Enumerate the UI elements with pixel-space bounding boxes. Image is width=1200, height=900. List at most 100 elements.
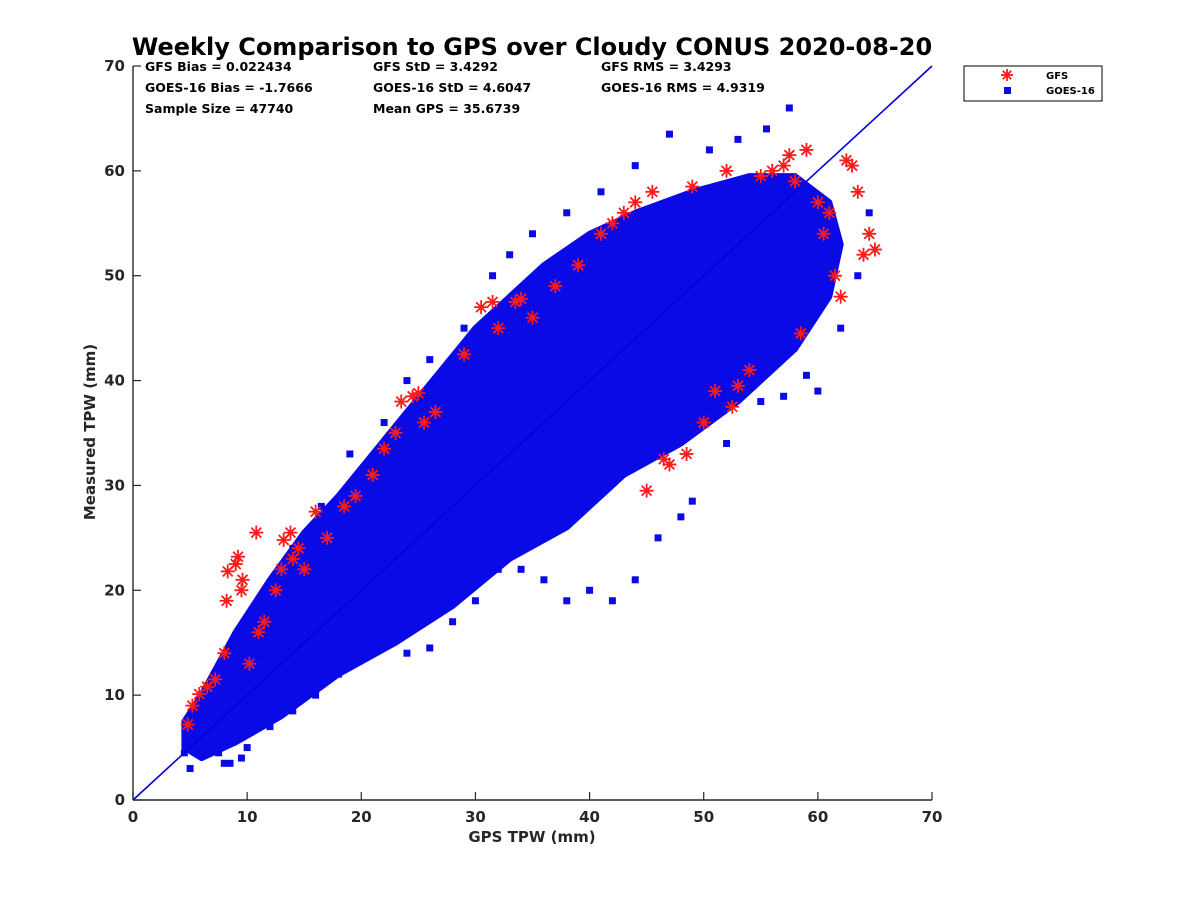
x-axis-label: GPS TPW (mm) <box>468 828 595 846</box>
gfs-point <box>822 205 837 220</box>
x-axis-ticks: 0 10 20 30 40 50 60 70 <box>128 792 942 826</box>
goes16-point <box>654 534 662 542</box>
gfs-point <box>274 562 289 577</box>
goes16-point <box>403 649 411 657</box>
goes16-point <box>785 104 793 112</box>
gfs-point <box>685 179 700 194</box>
gfs-point <box>457 347 472 362</box>
gfs-point <box>365 467 380 482</box>
gfs-point <box>428 405 443 420</box>
goes16-point <box>688 497 696 505</box>
gfs-point <box>793 326 808 341</box>
y-tick-label: 30 <box>104 476 125 494</box>
gfs-point <box>856 247 871 262</box>
gfs-point <box>742 363 757 378</box>
gfs-point <box>776 158 791 173</box>
goes16-point <box>317 502 325 510</box>
gfs-point <box>234 583 249 598</box>
gfs-point <box>719 163 734 178</box>
legend-gfs-asterisk <box>1001 69 1013 81</box>
gfs-point <box>208 672 223 687</box>
y-axis-label: Measured TPW (mm) <box>81 344 99 520</box>
gfs-point <box>308 504 323 519</box>
x-tick-label: 20 <box>351 808 372 826</box>
y-tick-label: 0 <box>115 791 125 809</box>
legend-goes16-marker <box>1004 87 1011 94</box>
goes16-point <box>631 576 639 584</box>
gfs-point <box>200 679 215 694</box>
x-tick-label: 50 <box>693 808 714 826</box>
goes16-point <box>192 744 200 752</box>
gfs-point <box>348 488 363 503</box>
goes16-point <box>506 251 514 259</box>
goes16-point <box>237 754 245 762</box>
legend-goes16-label: GOES-16 <box>1046 86 1095 97</box>
stat-gfs-std: GFS StD = 3.4292 <box>373 59 498 74</box>
goes16-point <box>220 759 228 767</box>
goes16-point <box>677 513 685 521</box>
goes16-point <box>357 654 365 662</box>
gfs-point <box>485 294 500 309</box>
goes16-point <box>494 565 502 573</box>
gfs-point <box>782 148 797 163</box>
goes16-point <box>529 230 536 238</box>
goes16-point <box>705 146 713 154</box>
gfs-point <box>235 572 250 587</box>
gfs-point <box>867 242 882 257</box>
goes16-point <box>215 749 223 757</box>
goes16-point <box>780 392 788 400</box>
goes16-point <box>186 765 194 773</box>
goes16-point <box>471 597 479 605</box>
gfs-point <box>816 226 831 241</box>
legend-box <box>963 65 1103 102</box>
goes16-point <box>608 597 616 605</box>
stat-goes-std: GOES-16 StD = 4.6047 <box>373 80 531 95</box>
goes16-point <box>631 162 639 170</box>
goes16-point <box>563 597 571 605</box>
goes16-point <box>289 707 297 715</box>
gfs-point <box>708 384 723 399</box>
gfs-point <box>571 258 586 273</box>
x-tick-label: 30 <box>465 808 486 826</box>
x-tick-label: 0 <box>128 808 138 826</box>
gfs-point <box>605 216 620 231</box>
goes16-point <box>814 387 822 395</box>
gfs-point <box>377 441 392 456</box>
legend-gfs-label: GFS <box>1046 71 1068 82</box>
gfs-point <box>417 415 432 430</box>
goes16-point <box>380 419 388 427</box>
gfs-point <box>845 158 860 173</box>
gfs-point <box>320 530 335 545</box>
legend: GFS GOES-16 <box>963 65 1103 102</box>
gfs-point <box>474 300 489 315</box>
goes16-point <box>209 681 217 689</box>
goes16-point <box>346 450 354 458</box>
gfs-point <box>291 541 306 556</box>
gfs-point <box>388 426 403 440</box>
goes16-point <box>757 398 765 406</box>
goes16-point <box>403 377 411 385</box>
stat-mean-gps: Mean GPS = 35.6739 <box>373 101 520 116</box>
gfs-point <box>217 646 232 661</box>
y-tick-label: 70 <box>104 57 125 75</box>
y-tick-label: 10 <box>104 686 125 704</box>
gfs-point <box>850 184 865 199</box>
goes16-point <box>802 371 810 379</box>
goes16-point <box>540 576 548 584</box>
goes16-point <box>563 209 571 217</box>
gfs-point <box>525 310 540 325</box>
goes16-point <box>489 272 497 280</box>
y-tick-label: 60 <box>104 162 125 180</box>
gfs-point <box>645 184 660 199</box>
gfs-point <box>268 583 283 598</box>
goes16-point <box>312 691 320 699</box>
goes16-point <box>723 439 731 447</box>
gfs-point <box>491 321 506 336</box>
gfs-point <box>639 483 654 498</box>
stats-block: GFS Bias = 0.022434 GFS StD = 3.4292 GFS… <box>145 59 765 116</box>
goes16-point <box>266 723 274 731</box>
stat-gfs-rms: GFS RMS = 3.4293 <box>601 59 732 74</box>
y-tick-label: 40 <box>104 372 125 390</box>
stat-sample-size: Sample Size = 47740 <box>145 101 294 116</box>
